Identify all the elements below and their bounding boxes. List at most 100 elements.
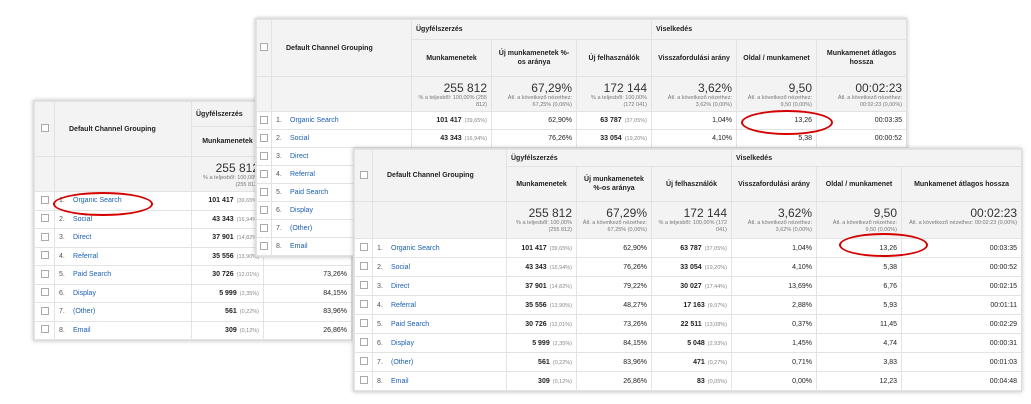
metric-value: 33 054 xyxy=(600,135,622,142)
channel-cell: 5. Paid Search xyxy=(54,265,192,285)
metric-value: 17 163 xyxy=(683,301,705,309)
metric-value: 5,38 xyxy=(883,263,898,271)
checkbox[interactable] xyxy=(260,151,268,160)
group-header: Viselkedés xyxy=(731,149,1021,167)
metric-cell: 48,27% xyxy=(576,295,652,315)
metric-share: (13,90%) xyxy=(549,302,572,309)
checkbox[interactable] xyxy=(260,241,268,250)
channel-link[interactable]: (Other) xyxy=(391,358,414,366)
checkbox[interactable] xyxy=(260,43,268,51)
metric-value: 30 726 xyxy=(525,320,547,328)
column-header[interactable]: Visszafordulási arány xyxy=(731,166,818,202)
checkbox[interactable] xyxy=(40,195,49,204)
checkbox[interactable] xyxy=(359,243,368,251)
channel-link[interactable]: (Other) xyxy=(73,308,96,316)
checkbox[interactable] xyxy=(40,269,49,278)
metric-cell: 0,00% xyxy=(731,371,818,391)
metric-value: 2,88% xyxy=(792,301,813,309)
checkbox[interactable] xyxy=(359,357,368,365)
checkbox[interactable] xyxy=(260,187,268,196)
column-header[interactable]: Munkamenetek xyxy=(506,166,577,202)
channel-link[interactable]: Organic Search xyxy=(290,117,339,124)
checkbox[interactable] xyxy=(359,262,368,270)
column-header[interactable]: Munkamenetek xyxy=(411,39,492,77)
metric-cell: 00:00:52 xyxy=(901,257,1021,277)
metric-value: 48,27% xyxy=(623,301,647,309)
column-header[interactable]: Új munkamenetek %-os aránya xyxy=(576,166,652,202)
row-rank: 5. xyxy=(276,189,282,196)
row-select xyxy=(34,302,55,322)
checkbox[interactable] xyxy=(40,232,49,241)
row-rank: 8. xyxy=(276,243,282,250)
channel-link[interactable]: Organic Search xyxy=(73,197,122,205)
channel-link[interactable]: Direct xyxy=(391,282,410,290)
column-header[interactable]: Visszafordulási arány xyxy=(651,39,738,77)
channel-link[interactable]: Social xyxy=(73,215,93,223)
channel-link[interactable]: Referral xyxy=(290,171,315,178)
channel-link[interactable]: Referral xyxy=(73,252,98,260)
channel-cell: 3. Direct xyxy=(54,228,192,248)
metric-value: 00:04:48 xyxy=(989,377,1018,385)
metric-share: (16,94%) xyxy=(549,264,572,271)
row-select xyxy=(354,257,373,277)
checkbox[interactable] xyxy=(359,319,368,327)
column-header[interactable]: Munkamenetek xyxy=(191,126,264,157)
channel-link[interactable]: Display xyxy=(73,289,96,297)
checkbox[interactable] xyxy=(359,338,368,346)
channel-link[interactable]: Social xyxy=(290,135,310,142)
metric-cell: 62,90% xyxy=(576,238,652,258)
channel-link[interactable]: Direct xyxy=(73,234,92,242)
metric-share: (16,94%) xyxy=(236,216,259,223)
checkbox[interactable] xyxy=(40,288,49,297)
column-header[interactable]: Új felhasználók xyxy=(575,39,653,77)
checkbox[interactable] xyxy=(359,170,368,179)
total-cell: 172 144% a teljesből: 100,00% (172 041) xyxy=(650,201,733,239)
metric-value: 35 556 xyxy=(525,301,547,309)
channel-link[interactable]: Paid Search xyxy=(290,189,329,196)
column-header[interactable]: Oldal / munkamenet xyxy=(816,166,903,202)
channel-link[interactable]: Email xyxy=(290,243,308,250)
metric-value: 13,26 xyxy=(879,244,898,252)
channel-link[interactable]: Paid Search xyxy=(73,271,112,279)
metric-value: 12,23 xyxy=(879,377,898,385)
column-header[interactable]: Új munkamenetek %-os aránya xyxy=(491,39,577,77)
column-header[interactable]: Munkamenet átlagos hossza xyxy=(901,166,1021,202)
metric-share: (0,27%) xyxy=(707,359,728,366)
channel-link[interactable]: Email xyxy=(391,377,409,385)
metric-cell: 3,83 xyxy=(816,352,903,372)
column-header[interactable]: Új felhasználók xyxy=(650,166,733,202)
metric-value: 79,22% xyxy=(623,282,647,290)
checkbox[interactable] xyxy=(40,214,49,223)
group-header: Viselkedés xyxy=(651,19,906,40)
checkbox[interactable] xyxy=(359,281,368,289)
column-header[interactable]: Munkamenet átlagos hossza xyxy=(816,39,906,77)
checkbox[interactable] xyxy=(40,124,49,132)
metric-cell: 62,90% xyxy=(491,111,577,130)
checkbox[interactable] xyxy=(40,325,49,334)
channel-link[interactable]: Email xyxy=(73,326,91,334)
header-group-row: Default Channel Grouping Ügyfélszerzés Vis… xyxy=(354,149,1021,202)
checkbox[interactable] xyxy=(260,169,268,178)
checkbox[interactable] xyxy=(260,205,268,214)
total-cell: 67,29% Átl. a következő nézethez: 67,25% … xyxy=(491,76,577,112)
channel-link[interactable]: Direct xyxy=(290,153,309,160)
checkbox[interactable] xyxy=(260,133,268,142)
metric-cell: 43 343 (16,94%) xyxy=(411,129,492,148)
column-header[interactable]: Oldal / munkamenet xyxy=(736,39,818,77)
checkbox[interactable] xyxy=(260,115,268,124)
checkbox[interactable] xyxy=(40,251,49,260)
channel-link[interactable]: Referral xyxy=(391,301,416,309)
channel-link[interactable]: (Other) xyxy=(290,225,313,232)
channel-link[interactable]: Paid Search xyxy=(391,320,430,328)
channel-link[interactable]: Social xyxy=(391,263,411,271)
channel-cell: 3. Direct xyxy=(372,276,507,296)
channel-cell: 2. Social xyxy=(372,257,507,277)
channel-link[interactable]: Organic Search xyxy=(391,244,440,252)
checkbox[interactable] xyxy=(40,306,49,315)
checkbox[interactable] xyxy=(260,223,268,232)
channel-link[interactable]: Display xyxy=(391,339,414,347)
checkbox[interactable] xyxy=(359,300,368,308)
channel-link[interactable]: Display xyxy=(290,207,313,214)
checkbox[interactable] xyxy=(359,376,368,384)
metric-value: 30 027 xyxy=(680,282,702,290)
